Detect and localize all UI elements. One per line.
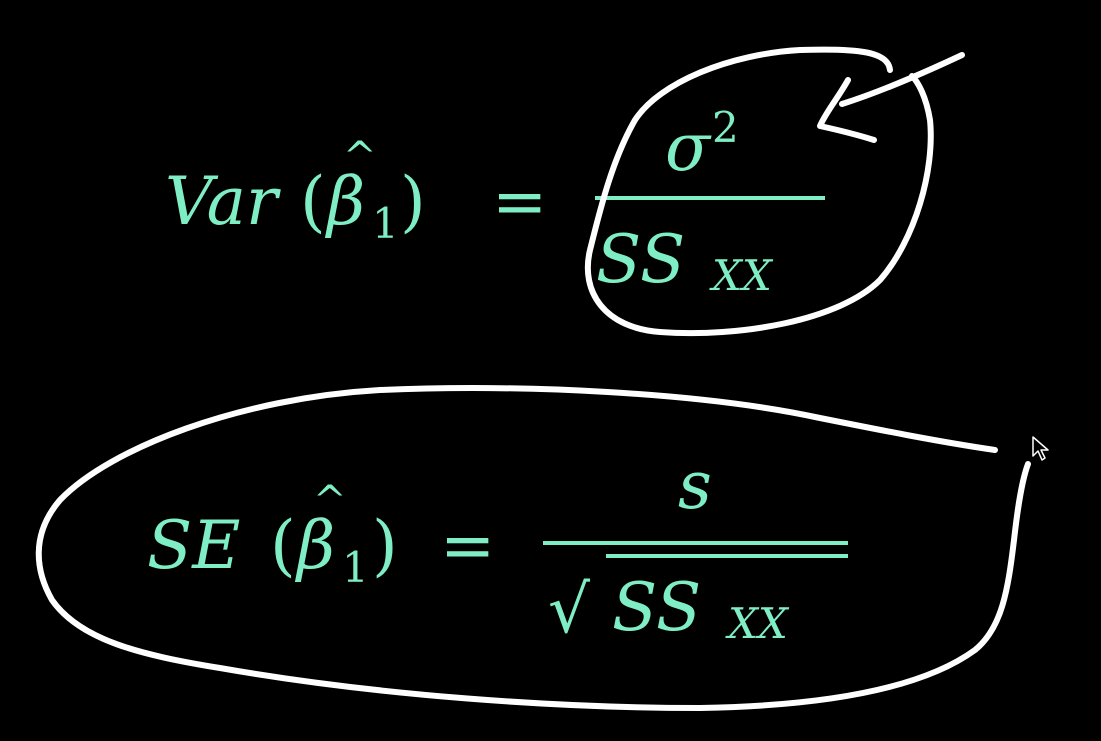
ink-circle-variance [584, 46, 934, 337]
var-paren-close: ) [400, 163, 426, 240]
se-beta-subscript: 1 [342, 543, 369, 592]
ink-arrow-head [817, 77, 877, 143]
mouse-pointer-icon [1032, 436, 1049, 461]
var-beta-subscript: 1 [372, 199, 399, 248]
var-denominator-ss: SS [596, 221, 685, 298]
var-numerator-exponent: 2 [712, 103, 739, 152]
se-paren-open: ( [270, 507, 296, 584]
var-numerator-sigma: σ [665, 109, 712, 186]
ink-circle-standard-error [35, 385, 1031, 711]
se-denominator-ss: SS [612, 569, 701, 646]
se-paren-close: ) [372, 507, 398, 584]
var-fraction-bar [595, 196, 825, 200]
var-label: Var [165, 163, 281, 240]
se-radical-overbar [606, 554, 848, 558]
se-label: SE [147, 507, 240, 584]
var-beta-symbol: β [324, 163, 365, 240]
se-beta-hat: ^ [313, 478, 347, 524]
se-fraction-bar [543, 541, 848, 545]
var-equals-sign: = [492, 163, 547, 240]
var-denominator-subscript: XX [709, 251, 774, 300]
se-numerator-s: s [678, 447, 712, 524]
ink-arrow-shaft [839, 52, 965, 107]
var-beta-hat: ^ [343, 134, 377, 180]
var-paren-open: ( [300, 163, 326, 240]
se-denominator-subscript: XX [725, 599, 790, 648]
se-beta-symbol: β [294, 507, 335, 584]
se-radical-sign: √ [548, 571, 591, 648]
se-equals-sign: = [440, 507, 495, 584]
